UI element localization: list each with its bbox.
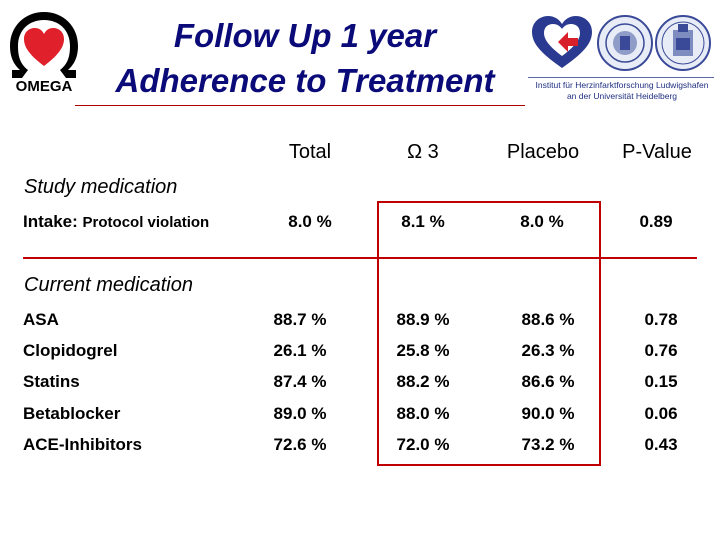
omega-logo: [10, 12, 78, 78]
column-header-total: Total: [288, 141, 332, 163]
university-crest-icon: [655, 15, 711, 71]
cell-omega3: 88.9 %: [396, 310, 450, 329]
cell-placebo: 73.2 %: [521, 435, 575, 454]
intake-sublabel: Protocol violation: [82, 214, 210, 231]
row-label: ASA: [23, 310, 59, 329]
cell-placebo: 26.3 %: [521, 341, 575, 360]
institute-name-line1: Institut für Herzinfarktforschung Ludwig…: [535, 80, 709, 90]
cell-total: 26.1 %: [273, 341, 327, 360]
title-divider: [75, 105, 525, 106]
intake-label: Intake:: [23, 212, 78, 231]
cell-omega3: 88.2 %: [396, 372, 450, 391]
cell-pvalue: 0.06: [644, 404, 678, 423]
omega-horseshoe-icon: [10, 12, 78, 78]
institute-divider: [528, 77, 714, 78]
intake-pvalue: 0.89: [639, 212, 673, 231]
cell-placebo: 88.6 %: [521, 310, 575, 329]
row-label: Statins: [23, 372, 80, 391]
cell-placebo: 90.0 %: [521, 404, 575, 423]
column-header-omega3: Ω 3: [407, 141, 439, 163]
highlight-box: [377, 201, 601, 466]
cell-omega3: 72.0 %: [396, 435, 450, 454]
institute-heart-logo: [532, 16, 592, 68]
cell-total: 88.7 %: [273, 310, 327, 329]
cell-placebo: 86.6 %: [521, 372, 575, 391]
cell-omega3: 25.8 %: [396, 341, 450, 360]
row-label: Clopidogrel: [23, 341, 118, 360]
cell-pvalue: 0.76: [644, 341, 678, 360]
cell-total: 87.4 %: [273, 372, 327, 391]
cell-pvalue: 0.78: [644, 310, 678, 329]
slide-title-line1: Follow Up 1 year: [173, 17, 437, 54]
slide-title-line2: Adherence to Treatment: [115, 62, 495, 99]
row-label-intake: Intake: Protocol violation: [23, 212, 209, 232]
institute-name: Institut für Herzinfarktforschung Ludwig…: [526, 80, 718, 102]
cell-pvalue: 0.43: [644, 435, 678, 454]
intake-omega3: 8.1 %: [401, 212, 445, 231]
column-header-pvalue: P-Value: [622, 141, 692, 163]
intake-total: 8.0 %: [288, 212, 332, 231]
row-label: ACE-Inhibitors: [23, 435, 142, 454]
column-header-placebo: Placebo: [506, 141, 580, 163]
section-current-medication: Current medication: [24, 274, 193, 296]
university-seal-icon: [597, 15, 653, 71]
cell-omega3: 88.0 %: [396, 404, 450, 423]
cell-total: 89.0 %: [273, 404, 327, 423]
omega-logo-text: OMEGA: [15, 78, 73, 95]
cell-total: 72.6 %: [273, 435, 327, 454]
section-divider: [23, 257, 697, 259]
intake-placebo: 8.0 %: [520, 212, 564, 231]
heart-icon: [24, 28, 64, 66]
section-study-medication: Study medication: [24, 176, 178, 198]
institute-name-line2: an der Universität Heidelberg: [566, 91, 678, 101]
cell-pvalue: 0.15: [644, 372, 678, 391]
row-label: Betablocker: [23, 404, 121, 423]
